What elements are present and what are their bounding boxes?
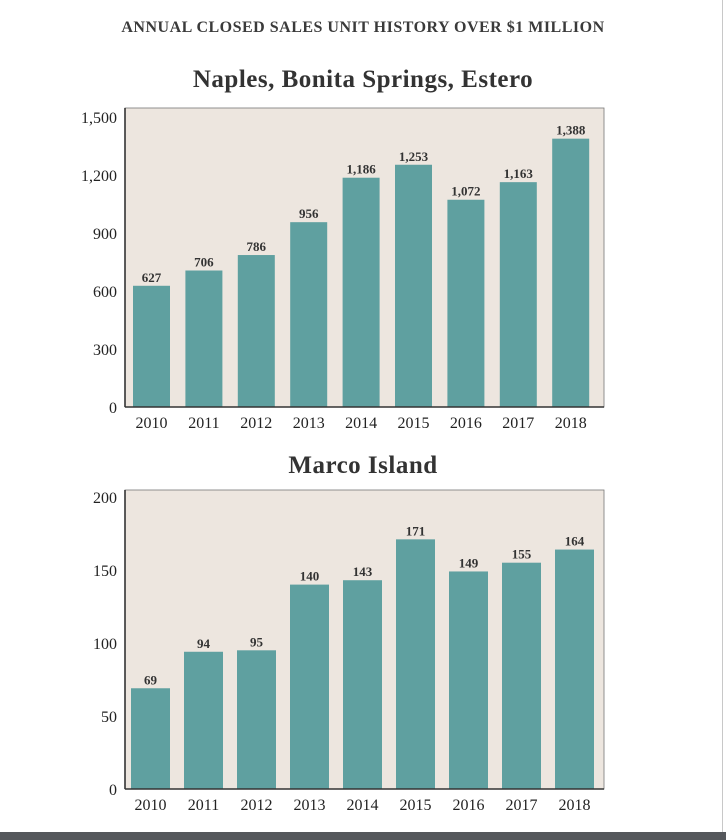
bar-2014 bbox=[342, 177, 380, 407]
x-tick-label-2018: 2018 bbox=[555, 415, 587, 432]
data-label-2012: 95 bbox=[250, 634, 264, 649]
bar-2012 bbox=[237, 255, 275, 407]
page-title: ANNUAL CLOSED SALES UNIT HISTORY OVER $1… bbox=[121, 19, 605, 36]
y-tick-label: 1,500 bbox=[81, 110, 117, 127]
bar-2015 bbox=[395, 164, 432, 407]
data-label-2016: 149 bbox=[459, 555, 479, 570]
bar-2010 bbox=[131, 688, 170, 789]
chart-title-marco: Marco Island bbox=[288, 452, 438, 479]
bar-2014 bbox=[343, 580, 382, 789]
x-tick-label-2014: 2014 bbox=[345, 415, 377, 432]
bar-2017 bbox=[499, 182, 537, 407]
x-tick-label-2015: 2015 bbox=[398, 415, 430, 432]
data-label-2015: 171 bbox=[406, 523, 426, 538]
bar-2010 bbox=[133, 285, 170, 407]
bar-2011 bbox=[185, 270, 223, 407]
y-tick-label: 100 bbox=[93, 636, 117, 653]
bar-2011 bbox=[184, 651, 223, 789]
page-edge bbox=[722, 0, 723, 832]
x-tick-label-2018: 2018 bbox=[559, 797, 591, 814]
naples-bar-chart: 627 2010 706 2011 786 2012 956 2013 1,186 2014 1,2… bbox=[81, 107, 605, 432]
x-tick-label-2015: 2015 bbox=[400, 797, 432, 814]
data-label-2017: 155 bbox=[512, 547, 532, 562]
y-tick-label: 50 bbox=[101, 709, 117, 726]
bar-2016 bbox=[447, 199, 485, 407]
x-tick-label-2016: 2016 bbox=[453, 797, 485, 814]
data-label-2018: 164 bbox=[565, 534, 585, 549]
data-label-2018: 1,388 bbox=[556, 123, 586, 138]
bar-2013 bbox=[290, 222, 328, 407]
chart-title-naples: Naples, Bonita Springs, Estero bbox=[192, 66, 534, 93]
bar-2018 bbox=[555, 549, 594, 789]
x-tick-label-2012: 2012 bbox=[240, 415, 272, 432]
bar-2013 bbox=[290, 584, 329, 789]
x-tick-label-2011: 2011 bbox=[188, 797, 219, 814]
data-label-2010: 69 bbox=[144, 672, 158, 687]
data-label-2013: 956 bbox=[299, 206, 319, 221]
bar-2016 bbox=[449, 571, 488, 789]
x-tick-label-2016: 2016 bbox=[450, 415, 482, 432]
data-label-2016: 1,072 bbox=[451, 184, 480, 199]
y-tick-label: 200 bbox=[93, 490, 117, 507]
y-tick-label: 1,200 bbox=[81, 168, 117, 185]
data-label-2013: 140 bbox=[300, 569, 320, 584]
x-tick-label-2017: 2017 bbox=[506, 797, 538, 814]
bar-2015 bbox=[396, 539, 435, 789]
marco-bar-chart: 69 2010 94 2011 95 2012 140 2013 143 2014 171 2015 1… bbox=[93, 489, 605, 814]
x-tick-label-2013: 2013 bbox=[293, 415, 325, 432]
data-label-2017: 1,163 bbox=[504, 166, 534, 181]
data-label-2014: 143 bbox=[353, 564, 373, 579]
y-tick-label: 0 bbox=[109, 400, 117, 417]
data-label-2014: 1,186 bbox=[346, 162, 376, 177]
bar-2012 bbox=[237, 650, 276, 789]
y-tick-label: 900 bbox=[93, 226, 117, 243]
page-bottom-border bbox=[0, 832, 726, 840]
data-label-2012: 786 bbox=[247, 239, 267, 254]
bar-2018 bbox=[552, 138, 590, 408]
data-label-2015: 1,253 bbox=[399, 149, 429, 164]
data-label-2010: 627 bbox=[142, 270, 162, 285]
x-tick-label-2013: 2013 bbox=[294, 797, 326, 814]
x-tick-label-2010: 2010 bbox=[136, 415, 168, 432]
x-tick-label-2017: 2017 bbox=[502, 415, 534, 432]
data-label-2011: 706 bbox=[194, 255, 214, 270]
y-tick-label: 150 bbox=[93, 563, 117, 580]
y-tick-label: 600 bbox=[93, 284, 117, 301]
x-tick-label-2010: 2010 bbox=[135, 797, 167, 814]
x-tick-label-2012: 2012 bbox=[241, 797, 273, 814]
x-tick-label-2014: 2014 bbox=[347, 797, 379, 814]
x-tick-label-2011: 2011 bbox=[188, 415, 219, 432]
data-label-2011: 94 bbox=[197, 636, 211, 651]
y-tick-label: 300 bbox=[93, 342, 117, 359]
y-tick-label: 0 bbox=[109, 782, 117, 799]
bar-2017 bbox=[502, 562, 541, 789]
